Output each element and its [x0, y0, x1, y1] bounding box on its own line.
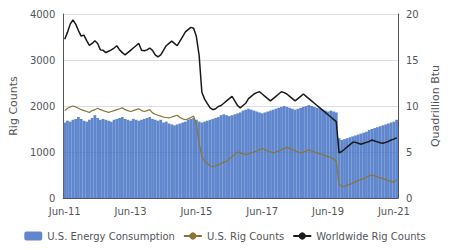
svg-text:Jun-17: Jun-17 [245, 206, 278, 217]
svg-text:Worldwide Rig Counts: Worldwide Rig Counts [316, 231, 425, 242]
svg-text:20: 20 [406, 9, 419, 20]
svg-text:2000: 2000 [30, 101, 55, 112]
svg-text:10: 10 [406, 101, 419, 112]
svg-text:Jun-11: Jun-11 [48, 206, 81, 217]
svg-text:U.S. Energy Consumption: U.S. Energy Consumption [47, 231, 175, 242]
svg-text:U.S. Rig Counts: U.S. Rig Counts [207, 231, 284, 242]
svg-text:3000: 3000 [30, 55, 55, 66]
svg-text:Rig Counts: Rig Counts [7, 76, 20, 136]
svg-text:1000: 1000 [30, 147, 55, 158]
svg-text:4000: 4000 [30, 9, 55, 20]
svg-text:Jun-13: Jun-13 [114, 206, 147, 217]
svg-text:Jun-15: Jun-15 [179, 206, 212, 217]
svg-text:Jun-21: Jun-21 [377, 206, 410, 217]
svg-text:0: 0 [406, 193, 412, 204]
svg-text:5: 5 [406, 147, 412, 158]
svg-text:Jun-19: Jun-19 [311, 206, 344, 217]
svg-text:Quadrillion Btu: Quadrillion Btu [429, 65, 442, 147]
svg-text:15: 15 [406, 55, 419, 66]
svg-text:0: 0 [49, 193, 55, 204]
